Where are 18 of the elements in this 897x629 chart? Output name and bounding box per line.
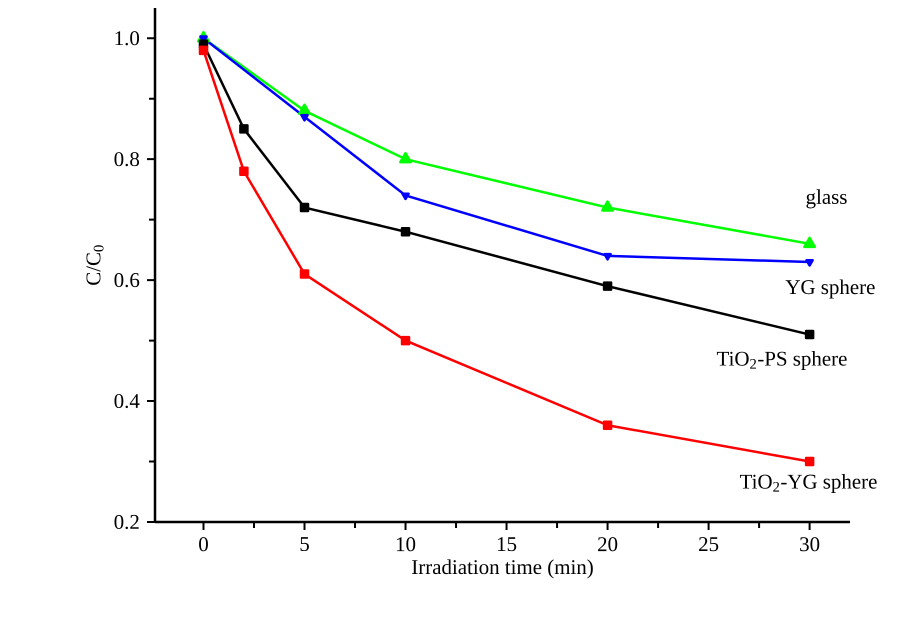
x-axis-title: Irradiation time (min) [412, 559, 593, 578]
y-tick-label: 0.4 [114, 394, 140, 408]
x-tick-label: 30 [800, 537, 820, 552]
y-tick-label: 0.6 [114, 273, 140, 288]
y-tick-label: 0.8 [114, 152, 140, 166]
series-label: glass [806, 189, 847, 208]
x-tick-label: 15 [498, 537, 516, 552]
series-label: TiO$_{2}$-YG sphere [740, 474, 877, 493]
y-tick-label: 1.0 [116, 31, 140, 46]
x-tick-label: 25 [699, 537, 718, 552]
y-axis-title: C/C$_{0}$ [86, 245, 104, 285]
x-tick-label: 0 [199, 537, 208, 552]
x-tick-label: 10 [396, 537, 416, 552]
series-label: TiO$_{2}$-PS sphere [716, 351, 847, 370]
x-tick-label: 5 [300, 537, 309, 552]
series-label: YG sphere [786, 279, 875, 298]
x-tick-label: 20 [598, 537, 618, 552]
y-tick-label: 0.2 [114, 514, 139, 530]
